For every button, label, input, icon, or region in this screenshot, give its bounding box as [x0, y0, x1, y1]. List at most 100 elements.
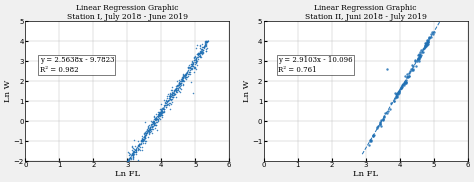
Point: [155, 116, 162, 119]
Point: [162, 98, 170, 101]
Point: [143, 132, 150, 135]
Point: [152, 118, 159, 121]
Point: [156, 107, 164, 110]
Point: [123, 162, 130, 165]
Point: [423, 42, 430, 45]
Point: [130, 151, 138, 154]
X-axis label: Ln FL: Ln FL: [115, 170, 140, 178]
Point: [380, 117, 387, 120]
Point: [415, 54, 423, 57]
Point: [125, 159, 133, 162]
Point: [198, 45, 206, 48]
Point: [188, 62, 196, 65]
Point: [135, 144, 142, 147]
Point: [145, 124, 152, 127]
Point: [146, 129, 154, 132]
Point: [177, 78, 185, 81]
Point: [172, 96, 180, 98]
Point: [202, 41, 210, 44]
Point: [171, 88, 179, 90]
Point: [131, 148, 138, 151]
Point: [166, 102, 173, 105]
Point: [150, 115, 158, 118]
Point: [190, 59, 198, 62]
Point: [366, 140, 374, 143]
Point: [137, 141, 145, 144]
Point: [179, 76, 186, 79]
Point: [126, 156, 134, 159]
Point: [185, 64, 192, 67]
Title: Linear Regression Graphic
Station II, Juni 2018 - July 2019: Linear Regression Graphic Station II, Ju…: [305, 4, 427, 21]
Point: [421, 45, 429, 48]
Point: [191, 55, 199, 58]
Point: [158, 113, 165, 116]
Point: [393, 91, 401, 94]
Point: [138, 136, 146, 139]
Point: [146, 129, 153, 132]
Point: [139, 138, 146, 141]
Point: [176, 79, 184, 82]
Point: [398, 86, 406, 88]
Point: [152, 117, 159, 120]
Point: [417, 54, 424, 57]
Point: [392, 92, 399, 95]
Point: [158, 106, 166, 109]
Point: [140, 138, 148, 141]
Point: [194, 57, 202, 60]
Point: [183, 76, 191, 78]
Point: [394, 91, 402, 94]
Point: [169, 92, 176, 95]
Point: [374, 124, 382, 127]
Point: [156, 110, 164, 113]
Point: [141, 132, 149, 135]
Point: [423, 39, 431, 41]
Point: [199, 46, 207, 49]
Point: [135, 147, 143, 150]
Point: [430, 31, 438, 33]
Point: [164, 99, 172, 102]
Point: [175, 82, 183, 84]
Point: [129, 155, 137, 157]
Point: [373, 127, 381, 130]
Point: [159, 110, 166, 113]
Point: [166, 96, 174, 98]
Point: [167, 92, 174, 95]
Point: [143, 134, 150, 136]
Point: [397, 86, 404, 89]
Point: [138, 135, 146, 138]
Point: [164, 102, 172, 105]
Point: [166, 93, 173, 96]
Point: [193, 53, 201, 56]
Point: [200, 46, 208, 49]
Point: [130, 139, 137, 142]
Point: [383, 112, 391, 115]
Point: [141, 139, 149, 142]
Point: [179, 77, 187, 80]
Point: [156, 118, 164, 120]
Point: [184, 67, 191, 70]
Point: [202, 41, 210, 44]
Point: [192, 58, 200, 61]
Point: [369, 135, 376, 138]
Point: [422, 44, 430, 47]
Point: [193, 55, 201, 58]
Point: [423, 42, 431, 45]
Point: [176, 86, 183, 89]
Point: [144, 130, 152, 133]
Point: [163, 100, 170, 102]
Point: [192, 61, 200, 64]
Point: [196, 56, 204, 58]
Point: [166, 97, 174, 100]
Point: [165, 95, 173, 98]
Point: [181, 75, 189, 78]
Point: [121, 165, 128, 168]
Point: [422, 43, 429, 46]
Point: [176, 81, 184, 84]
Point: [132, 153, 139, 156]
Point: [136, 144, 143, 147]
Point: [148, 122, 156, 125]
Point: [189, 91, 196, 94]
Point: [125, 160, 132, 163]
Point: [160, 99, 168, 102]
Point: [392, 96, 399, 99]
